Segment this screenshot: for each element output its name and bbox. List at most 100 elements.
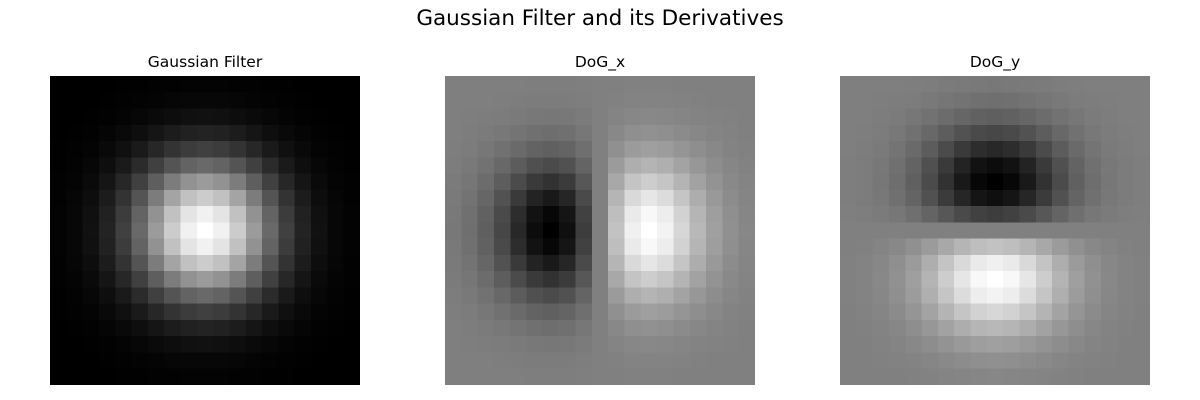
heatmap-cell — [559, 76, 576, 93]
heatmap-cell — [477, 206, 495, 223]
heatmap-cell — [180, 336, 198, 353]
heatmap-cell — [131, 287, 149, 305]
heatmap-cell — [180, 319, 198, 337]
heatmap-cell — [559, 271, 576, 288]
heatmap-cell — [624, 124, 642, 142]
heatmap-cell — [493, 108, 511, 126]
heatmap-cell — [937, 319, 955, 337]
heatmap-cell — [840, 319, 857, 337]
heatmap-cell — [738, 141, 755, 158]
heatmap-cell — [872, 271, 890, 288]
heatmap-cell — [1003, 157, 1020, 174]
heatmap-cell — [640, 222, 658, 239]
heatmap-cell — [1117, 303, 1135, 321]
heatmap-cell — [905, 319, 922, 337]
heatmap-cell — [98, 287, 116, 305]
heatmap-cell — [1117, 222, 1135, 239]
heatmap-cell — [738, 336, 755, 353]
heatmap-cell — [1003, 92, 1020, 109]
heatmap-cell — [445, 238, 462, 256]
heatmap-cell — [559, 189, 576, 207]
heatmap-cell — [591, 319, 609, 337]
heatmap-cell — [888, 206, 906, 223]
heatmap-cell — [722, 271, 740, 288]
heatmap-cell — [986, 352, 1004, 370]
heatmap-cell — [147, 108, 165, 126]
heatmap-cell — [921, 173, 939, 191]
heatmap-cell — [689, 189, 707, 207]
heatmap-cell — [840, 303, 857, 321]
heatmap-cell — [1084, 287, 1102, 305]
heatmap-cell — [1003, 141, 1020, 158]
heatmap-cell — [738, 368, 755, 385]
heatmap-cell — [526, 124, 544, 142]
heatmap-cell — [82, 92, 100, 109]
heatmap-cell — [98, 319, 116, 337]
heatmap-cell — [180, 189, 198, 207]
heatmap-cell — [343, 92, 360, 109]
heatmap-cell — [1035, 368, 1053, 385]
heatmap-cell — [1035, 336, 1053, 353]
heatmap-cell — [1003, 173, 1020, 191]
heatmap-cell — [180, 303, 198, 321]
heatmap-cell — [970, 287, 988, 305]
heatmap-cell — [343, 238, 360, 256]
heatmap-cell — [888, 222, 906, 239]
heatmap-cell — [624, 336, 642, 353]
heatmap-cell — [311, 173, 328, 191]
heatmap-cell — [278, 222, 296, 239]
heatmap-cell — [624, 76, 642, 93]
heatmap-cell — [575, 368, 593, 385]
heatmap-cell — [327, 157, 345, 174]
heatmap-cell — [1035, 222, 1053, 239]
heatmap-cell — [66, 108, 83, 126]
heatmap-cell — [278, 319, 296, 337]
panel-title-dog-y: DoG_y — [969, 53, 1021, 71]
heatmap-cell — [559, 124, 576, 142]
heatmap-cell — [66, 271, 83, 288]
heatmap-cell — [1133, 92, 1150, 109]
heatmap-cell — [477, 189, 495, 207]
heatmap-cell — [722, 352, 740, 370]
heatmap-cell — [1133, 108, 1150, 126]
heatmap-cell — [82, 238, 100, 256]
heatmap-cell — [278, 352, 296, 370]
heatmap-cell — [477, 368, 495, 385]
heatmap-cell — [559, 157, 576, 174]
heatmap-cell — [50, 157, 67, 174]
heatmap-cell — [673, 173, 691, 191]
heatmap-cell — [921, 206, 939, 223]
figure-title: Gaussian Filter and its Derivatives — [416, 6, 784, 31]
heatmap-cell — [327, 271, 345, 288]
heatmap-cell — [1084, 141, 1102, 158]
heatmap-cell — [1019, 336, 1037, 353]
heatmap-cell — [82, 319, 100, 337]
heatmap-cell — [905, 303, 922, 321]
heatmap-cell — [608, 108, 625, 126]
heatmap-cell — [510, 92, 527, 109]
heatmap-cell — [970, 303, 988, 321]
heatmap-cell — [477, 76, 495, 93]
heatmap-cell — [278, 238, 296, 256]
heatmap-cell — [640, 141, 658, 158]
heatmap-cell — [445, 303, 462, 321]
heatmap-cell — [722, 319, 740, 337]
heatmap-cell — [180, 352, 198, 370]
heatmap-cell — [445, 92, 462, 109]
heatmap-cell — [1003, 368, 1020, 385]
heatmap-cell — [245, 76, 263, 93]
heatmap-cell — [673, 124, 691, 142]
heatmap-cell — [229, 303, 247, 321]
heatmap-cell — [98, 92, 116, 109]
heatmap-cell — [1019, 287, 1037, 305]
heatmap-cell — [343, 141, 360, 158]
heatmap-cell — [591, 368, 609, 385]
heatmap-cell — [640, 173, 658, 191]
heatmap-cell — [1068, 222, 1086, 239]
heatmap-cell — [147, 303, 165, 321]
heatmap-cell — [262, 206, 279, 223]
heatmap-cell — [840, 287, 857, 305]
heatmap-cell — [608, 124, 625, 142]
heatmap-cell — [229, 319, 247, 337]
heatmap-cell — [673, 157, 691, 174]
